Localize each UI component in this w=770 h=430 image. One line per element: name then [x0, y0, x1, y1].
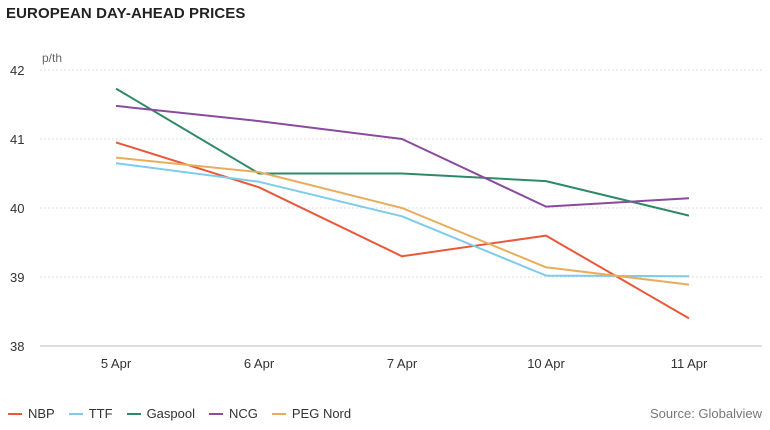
series-line-peg-nord — [115, 156, 690, 286]
legend-swatch — [271, 412, 286, 415]
legend-swatch — [8, 412, 22, 415]
x-axis: 5 Apr 6 Apr 7 Apr 10 Apr 11 Apr — [101, 356, 708, 371]
y-tick-label: 42 — [10, 63, 24, 78]
x-tick-label: 10 Apr — [527, 356, 565, 371]
legend-label: NCG — [228, 406, 258, 421]
legend: NBP TTF Gaspool NCG PEG Nord — [8, 406, 351, 421]
legend-item: PEG Nord — [271, 406, 352, 421]
legend-label: PEG Nord — [291, 406, 352, 421]
y-tick-label: 41 — [10, 132, 24, 147]
x-tick-label: 5 Apr — [101, 356, 132, 371]
x-tick-label: 6 Apr — [244, 356, 275, 371]
x-tick-label: 11 Apr — [671, 356, 708, 371]
line-chart: 38 39 40 41 42 p/th 5 Apr 6 Apr 7 Apr 10 Apr 11 … — [10, 51, 762, 371]
y-tick-label: 38 — [10, 339, 24, 354]
legend-item: NBP — [8, 406, 55, 421]
y-axis: 38 39 40 41 42 — [10, 63, 24, 354]
legend-label: TTF — [88, 406, 113, 421]
y-axis-unit-label: p/th — [42, 51, 62, 65]
series-lines — [115, 87, 690, 320]
legend-label: NBP — [28, 406, 55, 421]
series-line-ttf — [115, 162, 690, 278]
legend-item: TTF — [68, 406, 113, 421]
series-line-nbp — [115, 141, 690, 320]
y-tick-label: 39 — [10, 270, 24, 285]
legend-item: Gaspool — [126, 406, 195, 421]
chart-title: EUROPEAN DAY-AHEAD PRICES — [6, 5, 246, 22]
source-note: Source: Globalview — [650, 406, 762, 421]
series-line-ncg — [115, 104, 690, 208]
legend-label: Gaspool — [146, 406, 195, 421]
legend-swatch — [68, 412, 83, 415]
y-tick-label: 40 — [10, 201, 24, 216]
x-tick-label: 7 Apr — [387, 356, 418, 371]
legend-item: NCG — [208, 406, 258, 421]
series-line-gaspool — [115, 87, 690, 217]
legend-swatch — [208, 412, 223, 415]
legend-swatch — [126, 412, 141, 415]
